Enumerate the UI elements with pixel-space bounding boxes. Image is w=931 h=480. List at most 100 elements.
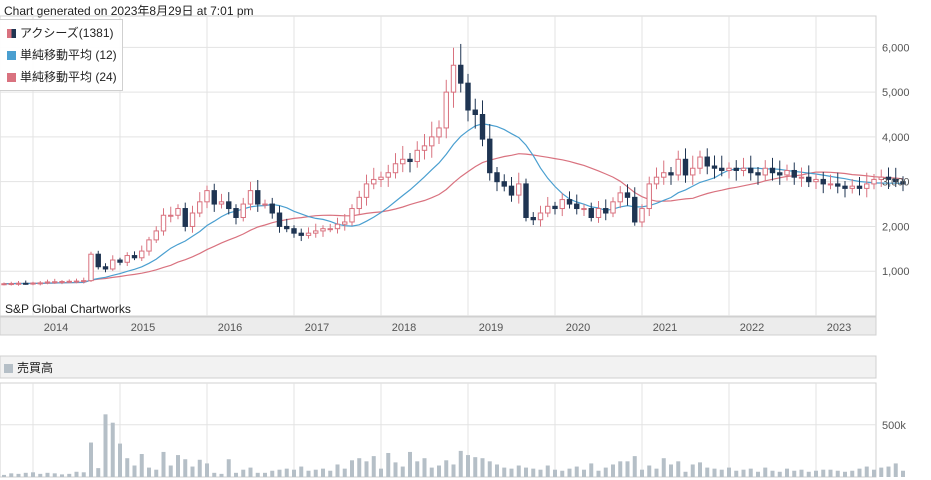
x-tick-label: 2015 bbox=[131, 322, 155, 334]
volume-bar bbox=[690, 464, 695, 477]
volume-bar bbox=[306, 470, 311, 477]
candle-down bbox=[820, 178, 826, 185]
volume-bar bbox=[538, 469, 543, 477]
legend: アクシーズ(1381) 単純移動平均 (12) 単純移動平均 (24) bbox=[0, 19, 123, 91]
volume-bar bbox=[89, 442, 93, 477]
axes-layer: 1,000 2,000 3,000 4,000 5,000 6,000 2014 2015 20… bbox=[44, 42, 910, 431]
candle-up bbox=[197, 201, 203, 214]
volume-layer bbox=[2, 414, 905, 477]
volume-bar bbox=[176, 455, 180, 477]
candle-down bbox=[494, 172, 500, 183]
candle-up bbox=[15, 282, 22, 285]
legend-price-label: アクシーズ(1381) bbox=[20, 26, 114, 40]
candle-down bbox=[900, 181, 906, 185]
candle-down bbox=[472, 109, 478, 116]
candle-up bbox=[421, 145, 428, 151]
candle-down bbox=[733, 167, 739, 171]
legend-item-ma12[interactable]: 単純移動平均 (12) bbox=[7, 46, 117, 63]
volume-bar bbox=[466, 455, 470, 477]
volume-bar bbox=[785, 468, 789, 477]
volume-bar bbox=[531, 468, 536, 477]
volume-bar bbox=[67, 473, 72, 477]
volume-bar bbox=[705, 467, 710, 477]
volume-bar bbox=[147, 467, 151, 477]
volume-bar bbox=[698, 462, 702, 477]
candle-down bbox=[102, 266, 109, 270]
volume-bar bbox=[806, 471, 811, 477]
volume-bar bbox=[321, 468, 325, 477]
volume-bar bbox=[654, 468, 659, 477]
candle-down bbox=[791, 169, 797, 178]
candle-down bbox=[566, 199, 573, 205]
volume-bar bbox=[364, 461, 369, 477]
volume-bar bbox=[415, 461, 420, 477]
volume-bar bbox=[676, 461, 681, 477]
candle-down bbox=[407, 158, 413, 163]
volume-bar bbox=[379, 468, 383, 477]
volume-bar bbox=[458, 450, 463, 477]
volume-bar bbox=[748, 468, 753, 477]
legend-item-price[interactable]: アクシーズ(1381) bbox=[7, 24, 114, 41]
candle-down bbox=[711, 165, 718, 169]
candle-up bbox=[124, 255, 130, 263]
candle-up bbox=[516, 183, 522, 196]
volume-bar bbox=[901, 470, 905, 477]
volume-bar bbox=[212, 472, 217, 477]
candle-up bbox=[559, 199, 565, 210]
candle-up bbox=[66, 280, 72, 283]
candle-down bbox=[893, 178, 899, 183]
candle-up bbox=[784, 169, 790, 176]
x-tick-label: 2017 bbox=[305, 322, 329, 334]
candle-up bbox=[44, 281, 51, 284]
candle-down bbox=[668, 172, 674, 176]
candle-up bbox=[37, 282, 43, 285]
x-tick-label: 2018 bbox=[392, 322, 416, 334]
ma12-swatch-icon bbox=[7, 51, 16, 60]
ma24-layer bbox=[3, 153, 904, 285]
volume-bar bbox=[342, 468, 347, 477]
volume-bar bbox=[821, 469, 826, 477]
candle-down bbox=[777, 172, 783, 176]
ma12-layer bbox=[3, 123, 904, 285]
volume-bar bbox=[647, 465, 652, 477]
candle-up bbox=[88, 253, 94, 282]
x-tick-label: 2019 bbox=[479, 322, 503, 334]
candle-up bbox=[204, 190, 210, 203]
volume-bar bbox=[495, 464, 499, 477]
candle-up bbox=[675, 158, 681, 176]
legend-item-ma24[interactable]: 単純移動平均 (24) bbox=[7, 68, 117, 85]
candle-up bbox=[30, 282, 36, 285]
candle-up bbox=[8, 283, 14, 286]
volume-bar bbox=[814, 470, 818, 477]
candles-layer bbox=[1, 43, 906, 286]
y-tick-label: 1,000 bbox=[882, 266, 910, 278]
volume-bar bbox=[2, 474, 6, 477]
candle-up bbox=[537, 212, 544, 221]
candle-up bbox=[864, 183, 870, 189]
candle-up bbox=[1, 283, 7, 286]
candle-up bbox=[798, 176, 805, 179]
volume-bar bbox=[96, 468, 101, 477]
volume-bar bbox=[118, 443, 122, 477]
candle-up bbox=[262, 203, 268, 206]
volume-bar bbox=[357, 458, 362, 477]
volume-bar bbox=[139, 454, 144, 477]
ma24-swatch-icon bbox=[7, 73, 16, 82]
candle-down bbox=[748, 167, 754, 174]
volume-bar bbox=[843, 471, 847, 477]
volume-header-band bbox=[0, 355, 877, 379]
volume-bar bbox=[110, 422, 115, 477]
volume-bar bbox=[241, 469, 246, 477]
candle-up bbox=[59, 281, 65, 284]
volume-bar bbox=[38, 473, 43, 477]
volume-bar bbox=[45, 472, 50, 477]
candle-down bbox=[704, 156, 710, 167]
volume-bar bbox=[371, 456, 376, 477]
candle-up bbox=[363, 183, 370, 198]
volume-bar bbox=[132, 465, 137, 477]
volume-bar bbox=[16, 473, 21, 477]
candle-up bbox=[175, 208, 181, 216]
candle-down bbox=[23, 282, 29, 285]
volume-bar bbox=[161, 451, 166, 477]
volume-bar bbox=[756, 471, 760, 477]
